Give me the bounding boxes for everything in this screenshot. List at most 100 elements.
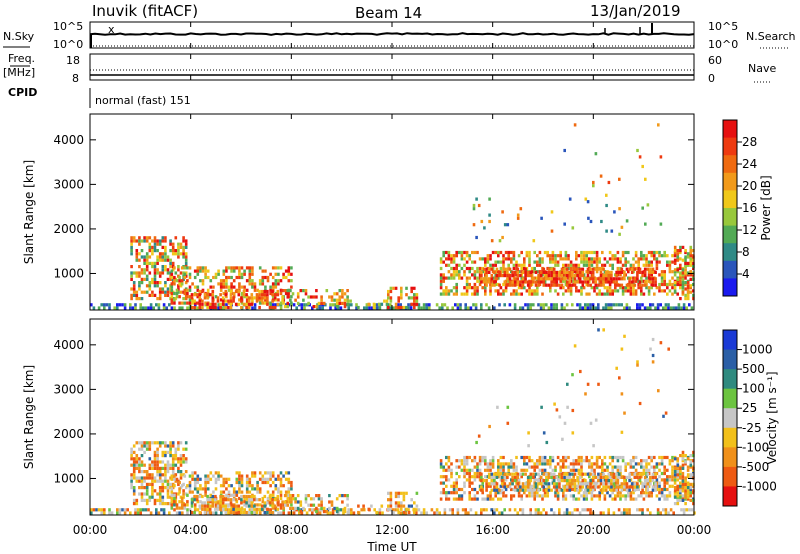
- data-cell: [668, 462, 672, 466]
- data-cell: [455, 471, 458, 476]
- data-cell: [597, 306, 600, 310]
- data-cell: [450, 468, 453, 472]
- data-cell: [180, 279, 184, 283]
- data-cell: [341, 289, 344, 293]
- data-cell: [624, 257, 627, 261]
- nave-label: Nave: [748, 62, 776, 75]
- data-cell: [130, 252, 133, 256]
- data-cell: [389, 501, 393, 505]
- data-cell: [682, 306, 686, 310]
- data-cell: [528, 260, 531, 264]
- data-cell: [447, 497, 451, 501]
- data-cell: [556, 497, 560, 501]
- data-cell: [575, 286, 578, 290]
- data-cell: [520, 468, 523, 472]
- data-cell: [143, 479, 146, 483]
- data-cell: [493, 280, 496, 284]
- data-cell: [229, 510, 233, 515]
- data-cell: [164, 239, 167, 243]
- data-cell: [485, 488, 488, 492]
- data-cell: [666, 497, 669, 501]
- data-cell: [584, 392, 587, 396]
- data-cell: [266, 477, 270, 481]
- data-cell: [442, 254, 445, 258]
- data-cell: [524, 303, 527, 307]
- data-cell: [251, 306, 254, 310]
- data-cell: [581, 485, 585, 489]
- data-cell: [199, 269, 202, 273]
- data-cell: [650, 254, 653, 258]
- velocity-data: [90, 328, 696, 515]
- data-cell: [673, 491, 677, 495]
- data-cell: [193, 484, 197, 488]
- data-cell: [508, 280, 512, 284]
- data-cell: [161, 255, 165, 259]
- data-cell: [338, 289, 342, 293]
- data-cell: [138, 441, 141, 445]
- data-cell: [156, 470, 159, 474]
- data-cell: [636, 485, 639, 489]
- data-cell: [643, 270, 647, 274]
- data-cell: [245, 494, 248, 499]
- data-cell: [641, 485, 644, 489]
- data-cell: [169, 265, 172, 269]
- data-cell: [684, 462, 687, 466]
- data-cell: [123, 306, 127, 310]
- data-cell: [153, 271, 157, 275]
- data-cell: [204, 303, 207, 307]
- data-cell: [188, 306, 192, 310]
- data-cell: [164, 281, 167, 285]
- data-cell: [476, 292, 479, 296]
- data-cell: [642, 263, 646, 267]
- data-cell: [145, 498, 149, 502]
- data-cell: [597, 328, 600, 332]
- data-cell: [132, 284, 136, 288]
- data-cell: [559, 254, 562, 258]
- data-cell: [238, 282, 241, 286]
- data-cell: [173, 282, 176, 286]
- data-cell: [394, 501, 398, 505]
- colorbar-tick-label: 24: [742, 157, 757, 171]
- data-cell: [309, 295, 313, 299]
- data-cell: [517, 286, 521, 290]
- data-cell: [599, 479, 603, 483]
- data-cell: [196, 288, 200, 292]
- data-cell: [520, 266, 523, 271]
- data-cell: [166, 287, 170, 291]
- data-cell: [625, 303, 629, 307]
- data-cell: [666, 468, 669, 472]
- data-cell: [550, 306, 553, 310]
- data-cell: [620, 430, 624, 434]
- data-cell: [515, 465, 518, 469]
- data-cell: [240, 474, 244, 478]
- data-cell: [679, 281, 682, 285]
- data-cell: [473, 465, 477, 469]
- data-cell: [166, 271, 170, 275]
- data-cell: [184, 297, 188, 301]
- data-cell: [420, 306, 423, 310]
- data-cell: [582, 260, 586, 264]
- data-cell: [595, 260, 599, 264]
- data-cell: [580, 462, 583, 466]
- data-cell: [253, 474, 257, 478]
- nsky-line: [89, 32, 695, 36]
- data-cell: [681, 489, 685, 493]
- data-cell: [684, 297, 687, 301]
- data-cell: [581, 306, 584, 310]
- data-cell: [287, 511, 291, 515]
- data-cell: [542, 431, 546, 435]
- data-cell: [619, 273, 622, 277]
- data-cell: [520, 497, 523, 501]
- data-cell: [689, 463, 693, 467]
- data-cell: [198, 299, 202, 303]
- data-cell: [240, 301, 244, 305]
- data-cell: [663, 289, 666, 293]
- data-cell: [455, 292, 458, 296]
- data-cell: [153, 274, 157, 278]
- data-cell: [273, 305, 277, 310]
- y-tick-label: 1000: [53, 266, 84, 280]
- data-cell: [375, 510, 378, 515]
- data-cell: [186, 508, 189, 512]
- data-cell: [649, 511, 652, 515]
- data-cell: [123, 511, 127, 515]
